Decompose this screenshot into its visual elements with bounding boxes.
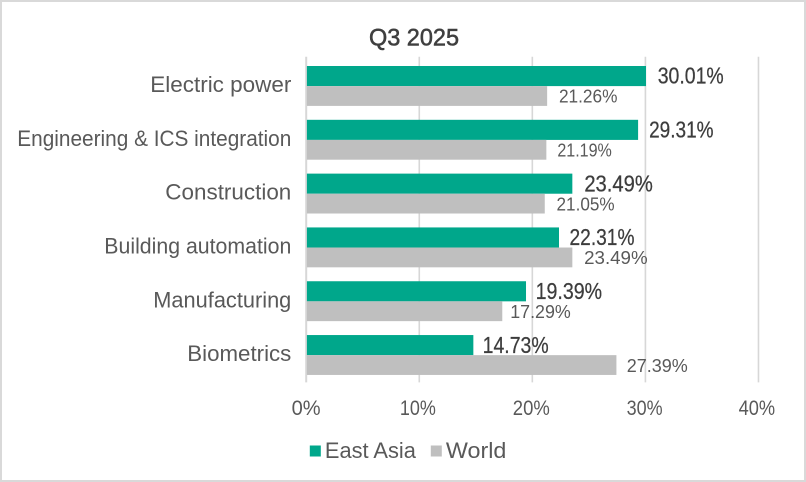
svg-text:0%: 0% xyxy=(292,397,321,420)
svg-text:22.31%: 22.31% xyxy=(570,224,635,250)
svg-text:21.26%: 21.26% xyxy=(559,86,618,107)
svg-text:Electric power: Electric power xyxy=(150,72,291,97)
svg-text:29.31%: 29.31% xyxy=(649,117,714,143)
svg-text:14.73%: 14.73% xyxy=(483,332,549,358)
svg-text:21.05%: 21.05% xyxy=(557,193,615,214)
svg-text:Q3 2025: Q3 2025 xyxy=(369,25,459,52)
svg-text:23.49%: 23.49% xyxy=(584,170,653,196)
svg-text:Biometrics: Biometrics xyxy=(187,341,291,366)
svg-text:30%: 30% xyxy=(627,397,663,420)
svg-text:30.01%: 30.01% xyxy=(658,63,724,89)
svg-text:21.19%: 21.19% xyxy=(557,140,612,161)
svg-text:17.29%: 17.29% xyxy=(510,301,571,322)
svg-text:Construction: Construction xyxy=(165,180,291,205)
svg-text:23.49%: 23.49% xyxy=(584,247,648,268)
svg-text:19.39%: 19.39% xyxy=(536,278,603,304)
svg-text:World: World xyxy=(446,438,507,463)
svg-text:Engineering & ICS integration: Engineering & ICS integration xyxy=(17,126,291,151)
svg-text:10%: 10% xyxy=(400,397,436,420)
svg-text:40%: 40% xyxy=(739,397,776,420)
svg-text:Manufacturing: Manufacturing xyxy=(153,287,291,312)
svg-text:20%: 20% xyxy=(513,397,550,420)
svg-text:Building automation: Building automation xyxy=(104,234,291,259)
svg-text:East Asia: East Asia xyxy=(325,438,417,463)
svg-text:27.39%: 27.39% xyxy=(627,355,688,376)
